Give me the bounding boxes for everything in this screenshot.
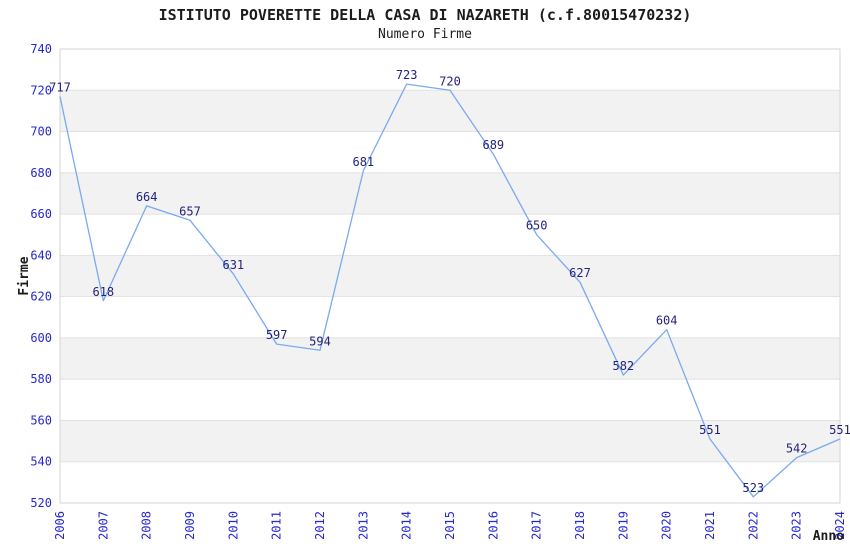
data-label: 551: [829, 423, 850, 437]
y-tick-label: 540: [30, 455, 52, 469]
chart-subtitle: Numero Firme: [378, 27, 472, 42]
y-tick-label: 600: [30, 331, 52, 345]
data-label: 551: [699, 423, 721, 437]
data-label: 681: [352, 155, 374, 169]
data-label: 523: [742, 481, 764, 495]
x-tick-label: 2009: [183, 511, 197, 540]
band: [60, 90, 840, 132]
x-tick-label: 2020: [660, 511, 674, 540]
x-tick-label: 2008: [140, 511, 154, 540]
band: [60, 337, 840, 380]
x-tick-label: 2006: [53, 511, 67, 540]
y-tick-label: 740: [30, 42, 52, 56]
data-label: 542: [786, 442, 808, 456]
data-label: 631: [222, 258, 244, 272]
band: [60, 172, 840, 215]
data-label: 582: [612, 359, 634, 373]
y-tick-label: 660: [30, 207, 52, 221]
data-label: 594: [309, 334, 331, 348]
data-label: 650: [526, 219, 548, 233]
x-tick-label: 2011: [270, 511, 284, 540]
x-tick-label: 2014: [400, 511, 414, 540]
x-tick-label: 2021: [703, 511, 717, 540]
plot-bands: [60, 90, 840, 462]
y-tick-label: 680: [30, 166, 52, 180]
x-tick-label: 2018: [573, 511, 587, 540]
x-tick-label: 2013: [356, 511, 370, 540]
y-tick-label: 640: [30, 248, 52, 262]
data-label: 657: [179, 204, 201, 218]
data-label: 723: [396, 68, 418, 82]
x-tick-label: 2019: [616, 511, 630, 540]
data-label: 720: [439, 74, 461, 88]
data-label: 689: [482, 138, 504, 152]
y-axis-label: Firme: [17, 256, 32, 295]
data-label: 664: [136, 190, 158, 204]
data-label: 604: [656, 314, 678, 328]
data-labels: 717 618 664 657 631 597 594 681 723 720 689 650 627 5…: [49, 68, 850, 495]
x-tick-label: 2015: [443, 511, 457, 540]
x-tick-label: 2010: [226, 511, 240, 540]
plot-border: [59, 48, 841, 504]
chart-title: ISTITUTO POVERETTE DELLA CASA DI NAZARET…: [158, 6, 692, 24]
data-label: 597: [266, 328, 288, 342]
x-tick-label: 2007: [96, 511, 110, 540]
x-tick-label: 2017: [530, 511, 544, 540]
series-line: [59, 83, 841, 498]
y-tick-label: 580: [30, 372, 52, 386]
x-tick-label: 2012: [313, 511, 327, 540]
data-label: 717: [49, 80, 71, 94]
y-tick-label: 720: [30, 83, 52, 97]
y-tick-label: 520: [30, 496, 52, 510]
x-axis-label: Anno: [813, 529, 844, 544]
band: [60, 255, 840, 297]
y-tick-labels: 520 540 560 580 600 620 640 660 680 700 720 740: [30, 42, 52, 510]
data-label: 618: [92, 285, 114, 299]
x-tick-label: 2016: [486, 511, 500, 540]
x-tick-label: 2023: [790, 511, 804, 540]
x-tick-label: 2024: [833, 511, 847, 540]
y-tick-label: 700: [30, 125, 52, 139]
y-tick-label: 620: [30, 290, 52, 304]
y-tick-label: 560: [30, 413, 52, 427]
data-label: 627: [569, 266, 591, 280]
x-tick-labels: 2006 2007 2008 2009 2010 2011 2012 2013 2014 2015…: [53, 511, 847, 540]
x-tick-label: 2022: [746, 511, 760, 540]
band: [60, 420, 840, 462]
